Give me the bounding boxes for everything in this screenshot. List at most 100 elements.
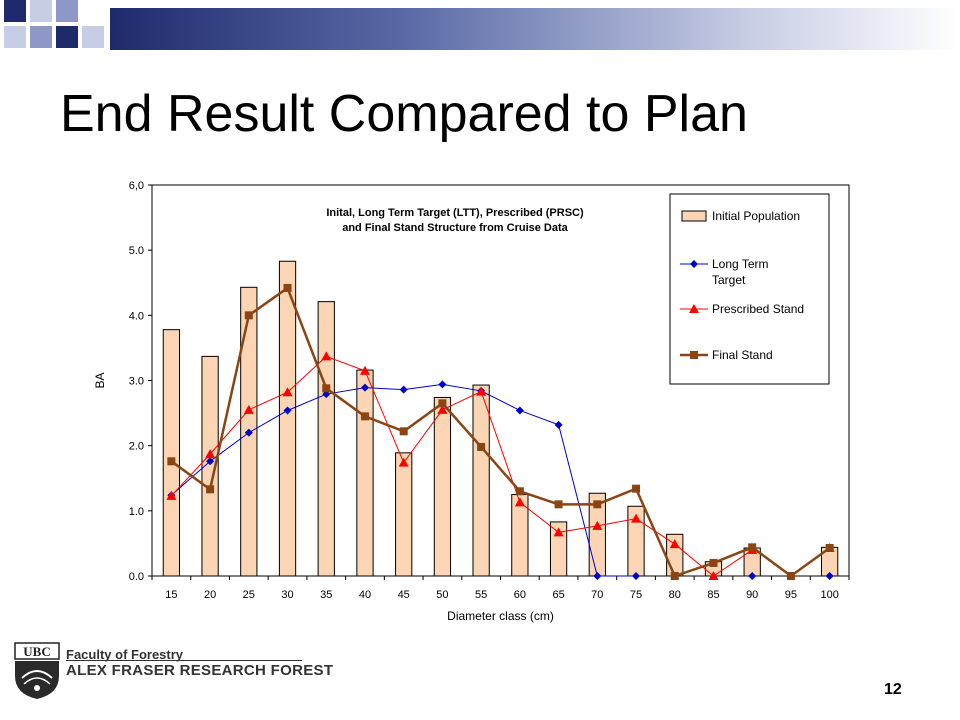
deco-square (56, 0, 78, 22)
point-final-stand (786, 572, 795, 580)
point-final-stand (825, 543, 834, 552)
point-prescribed-stand (398, 457, 409, 467)
point-final-stand (670, 572, 679, 580)
bar-initial-population (356, 369, 374, 577)
y-tick-label: 4.0 (129, 310, 144, 322)
chart-title-line: Inital, Long Term Target (LTT), Prescrib… (326, 207, 584, 219)
point-final-stand (438, 399, 447, 408)
point-final-stand (477, 442, 486, 451)
point-prescribed-stand (553, 527, 564, 537)
x-tick-label: 85 (707, 589, 719, 601)
point-final-stand (322, 384, 331, 393)
point-final-stand (632, 484, 641, 493)
x-tick-label: 75 (630, 589, 642, 601)
point-final-stand (244, 311, 253, 320)
x-tick-label: 95 (785, 589, 797, 601)
point-long-term-target (244, 428, 253, 437)
point-prescribed-stand (321, 351, 332, 361)
line-final-stand (170, 286, 831, 578)
x-tick-label: 80 (669, 589, 681, 601)
bar-initial-population (472, 384, 490, 577)
deco-square (4, 26, 26, 48)
deco-square (4, 0, 26, 22)
x-tick-label: 100 (820, 589, 838, 601)
y-axis-label: BA (93, 372, 107, 388)
point-long-term-target (515, 406, 524, 415)
point-final-stand (206, 485, 215, 494)
point-prescribed-stand (708, 571, 719, 580)
point-long-term-target (593, 572, 602, 580)
legend-label-long-term-target: Target (712, 273, 746, 287)
point-long-term-target (438, 380, 447, 389)
point-long-term-target (206, 457, 215, 466)
title-bar (110, 8, 960, 50)
footer-divider (66, 660, 302, 661)
deco-square (56, 26, 78, 48)
x-tick-label: 90 (746, 589, 758, 601)
bar-initial-population (317, 301, 335, 577)
x-tick-label: 30 (281, 589, 293, 601)
x-tick-label: 20 (204, 589, 216, 601)
y-tick-label: 3.0 (129, 376, 144, 388)
legend-label-final-stand: Final Stand (712, 348, 773, 362)
point-final-stand (593, 500, 602, 509)
faculty-name: Faculty of Forestry (66, 647, 184, 662)
point-prescribed-stand (243, 404, 254, 414)
legend-label-prescribed-stand: Prescribed Stand (712, 302, 804, 316)
legend-marker-long-term-target (690, 260, 698, 268)
point-final-stand (283, 283, 292, 292)
bar-initial-population (433, 396, 452, 577)
y-tick-label: 5.0 (129, 245, 144, 257)
point-prescribed-stand (592, 520, 603, 530)
point-final-stand (399, 427, 408, 436)
y-tick-label: 0.0 (129, 571, 144, 583)
chart-title-line: and Final Stand Structure from Cruise Da… (342, 222, 568, 234)
point-long-term-target (632, 572, 641, 580)
point-final-stand (360, 412, 369, 421)
bar-initial-population (162, 329, 180, 577)
page-number: 12 (884, 681, 902, 698)
x-tick-label: 50 (436, 589, 448, 601)
point-final-stand (554, 500, 563, 509)
legend-marker-prescribed-stand (689, 304, 699, 313)
x-tick-label: 45 (398, 589, 410, 601)
point-prescribed-stand (437, 404, 448, 414)
x-axis-label: Diameter class (cm) (447, 609, 554, 623)
point-prescribed-stand (514, 497, 525, 507)
bar-initial-population (278, 260, 297, 577)
point-long-term-target (360, 383, 369, 392)
point-prescribed-stand (669, 539, 680, 549)
point-prescribed-stand (631, 513, 642, 523)
point-long-term-target (399, 385, 408, 394)
x-tick-label: 35 (320, 589, 332, 601)
point-long-term-target (748, 572, 757, 580)
x-tick-label: 15 (165, 589, 177, 601)
y-tick-label: 1.0 (129, 506, 144, 518)
point-prescribed-stand (476, 386, 487, 396)
bar-initial-population (201, 355, 219, 577)
point-final-stand (167, 457, 176, 466)
x-tick-label: 55 (475, 589, 487, 601)
deco-square (30, 0, 52, 22)
point-prescribed-stand (205, 449, 216, 459)
point-prescribed-stand (282, 387, 293, 397)
point-final-stand (709, 558, 718, 567)
slide-title: End Result Compared to Plan (60, 85, 748, 143)
y-tick-label: 2.0 (129, 441, 144, 453)
bar-initial-population (395, 452, 413, 577)
x-tick-label: 40 (359, 589, 371, 601)
ubc-logo-text: UBC (23, 644, 50, 659)
point-prescribed-stand (166, 490, 177, 500)
deco-square (82, 26, 104, 48)
point-long-term-target (825, 572, 834, 580)
point-final-stand (748, 543, 757, 552)
research-forest-name: ALEX FRASER RESEARCH FOREST (66, 662, 334, 679)
legend-marker-final-stand (690, 351, 698, 359)
point-long-term-target (554, 420, 563, 429)
point-long-term-target (283, 406, 292, 415)
point-final-stand (515, 487, 524, 496)
point-prescribed-stand (359, 365, 370, 375)
legend-label-long-term-target: Long Term (712, 257, 768, 271)
legend-swatch-initial-population (681, 210, 707, 222)
